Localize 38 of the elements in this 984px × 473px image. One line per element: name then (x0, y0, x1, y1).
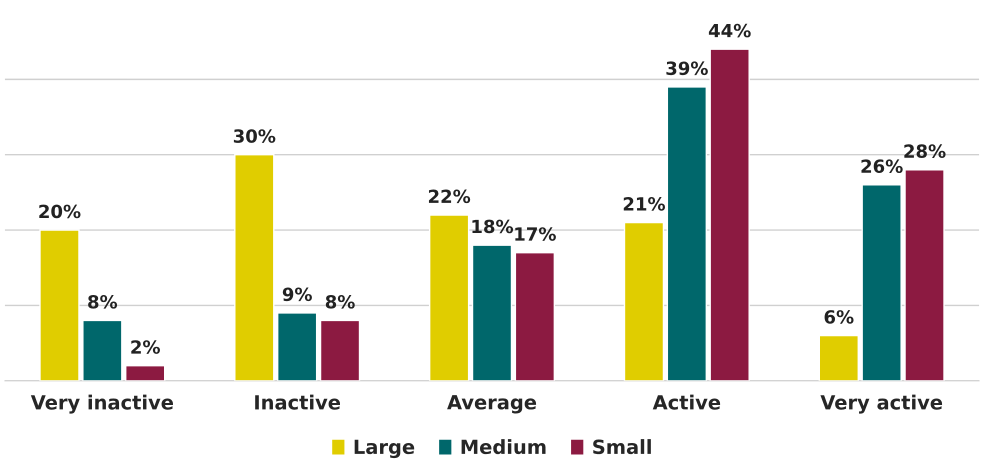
data-label: 39% (666, 61, 708, 76)
bar (82, 320, 123, 381)
data-label: 2% (131, 340, 160, 354)
bar (514, 252, 556, 381)
bar (276, 312, 318, 381)
x-tick-label: Average (447, 395, 536, 414)
bar (125, 365, 166, 381)
legend-label: Large (354, 440, 414, 458)
legend-label: Small (593, 439, 651, 454)
data-label: 28% (904, 144, 946, 158)
data-label: 8% (88, 295, 118, 309)
data-label: 17% (515, 227, 556, 241)
bar (472, 244, 512, 381)
bar (904, 169, 945, 381)
bar (320, 320, 360, 381)
data-label: 22% (428, 190, 470, 204)
bar (428, 214, 470, 381)
data-label: 44% (708, 24, 751, 38)
bar (710, 48, 750, 381)
bar (234, 154, 274, 381)
x-tick-label: Very active (820, 394, 942, 414)
bar (861, 184, 902, 381)
data-label: 9% (282, 287, 312, 302)
data-label: 26% (861, 159, 903, 174)
data-label: 30% (234, 129, 276, 143)
data-label: 21% (624, 197, 666, 211)
data-label: 18% (472, 220, 514, 234)
data-label: 6% (824, 310, 854, 324)
bar (39, 229, 80, 381)
data-label: 20% (39, 204, 81, 218)
x-tick-label: Inactive (255, 394, 340, 410)
bar (666, 86, 708, 381)
legend-label: Medium (462, 439, 546, 454)
x-tick-label: Active (652, 394, 720, 410)
data-label: 8% (326, 295, 355, 309)
bar (624, 222, 664, 381)
x-tick-label: Very inactive (30, 394, 173, 414)
bar (818, 334, 859, 381)
